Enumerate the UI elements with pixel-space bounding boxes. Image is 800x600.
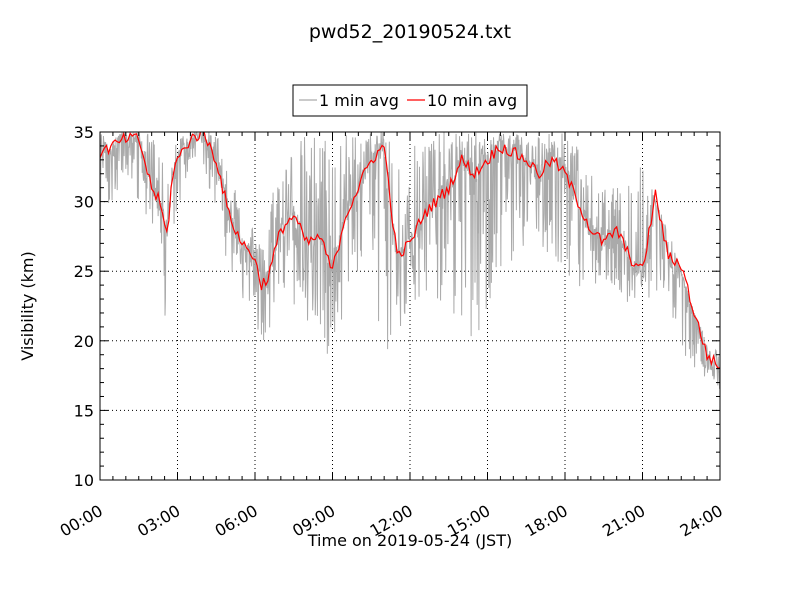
y-tick-label: 10 xyxy=(74,471,94,490)
chart-title: pwd52_20190524.txt xyxy=(309,21,511,43)
series-10min-line xyxy=(100,132,720,369)
y-tick-label: 30 xyxy=(74,193,94,212)
y-tick-label: 25 xyxy=(74,262,94,281)
x-axis-label: Time on 2019-05-24 (JST) xyxy=(307,531,512,550)
y-tick-labels: 10 15 20 25 30 35 xyxy=(74,123,94,490)
legend: 1 min avg 10 min avg xyxy=(292,84,528,117)
legend-label-1min: 1 min avg xyxy=(319,91,399,110)
plot-frame xyxy=(99,131,721,481)
y-tick-label: 35 xyxy=(74,123,94,142)
legend-label-10min: 10 min avg xyxy=(427,91,517,110)
series-layer xyxy=(100,132,720,389)
series-1min-line xyxy=(100,132,720,389)
y-axis-label: Visibility (km) xyxy=(18,251,37,360)
y-tick-label: 20 xyxy=(74,332,94,351)
y-tick-label: 15 xyxy=(74,401,94,420)
